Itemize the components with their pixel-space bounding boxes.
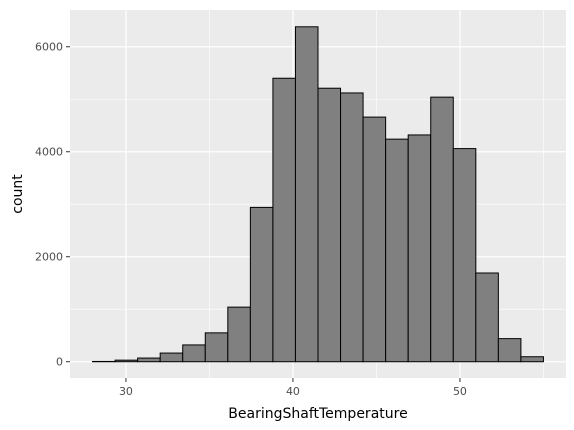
histogram-bar [430, 96, 454, 363]
x-tick-label: 30 [119, 385, 133, 398]
histogram-bar [407, 134, 432, 363]
histogram-bar [475, 272, 499, 363]
histogram-bar [452, 148, 477, 363]
x-axis-title: BearingShaftTemperature [228, 406, 407, 422]
histogram-bar [159, 352, 184, 363]
y-tick-label: 0 [56, 356, 63, 369]
histogram-bar [227, 306, 251, 363]
histogram-bar [385, 138, 409, 363]
histogram-bar [114, 359, 139, 363]
y-tick-label: 2000 [35, 251, 63, 264]
histogram-bar [272, 77, 296, 363]
histogram-bar [182, 344, 206, 363]
x-tick-label: 50 [453, 385, 467, 398]
histogram-bars [92, 26, 544, 363]
y-axis-title: count [10, 174, 26, 214]
histogram-bar [137, 357, 161, 363]
histogram-bar [249, 206, 274, 363]
histogram-bar [340, 92, 364, 363]
histogram-bar [520, 356, 544, 363]
histogram-bar [317, 87, 342, 363]
y-axis-ticks: 0 2000 4000 6000 [35, 41, 70, 369]
histogram-bar [497, 338, 522, 363]
histogram-bar [362, 116, 387, 363]
x-tick-label: 40 [286, 385, 300, 398]
histogram-bar [204, 332, 229, 363]
y-tick-label: 6000 [35, 41, 63, 54]
y-tick-label: 4000 [35, 146, 63, 159]
histogram-bar [294, 26, 319, 363]
x-axis-ticks: 30 40 50 [119, 378, 467, 398]
